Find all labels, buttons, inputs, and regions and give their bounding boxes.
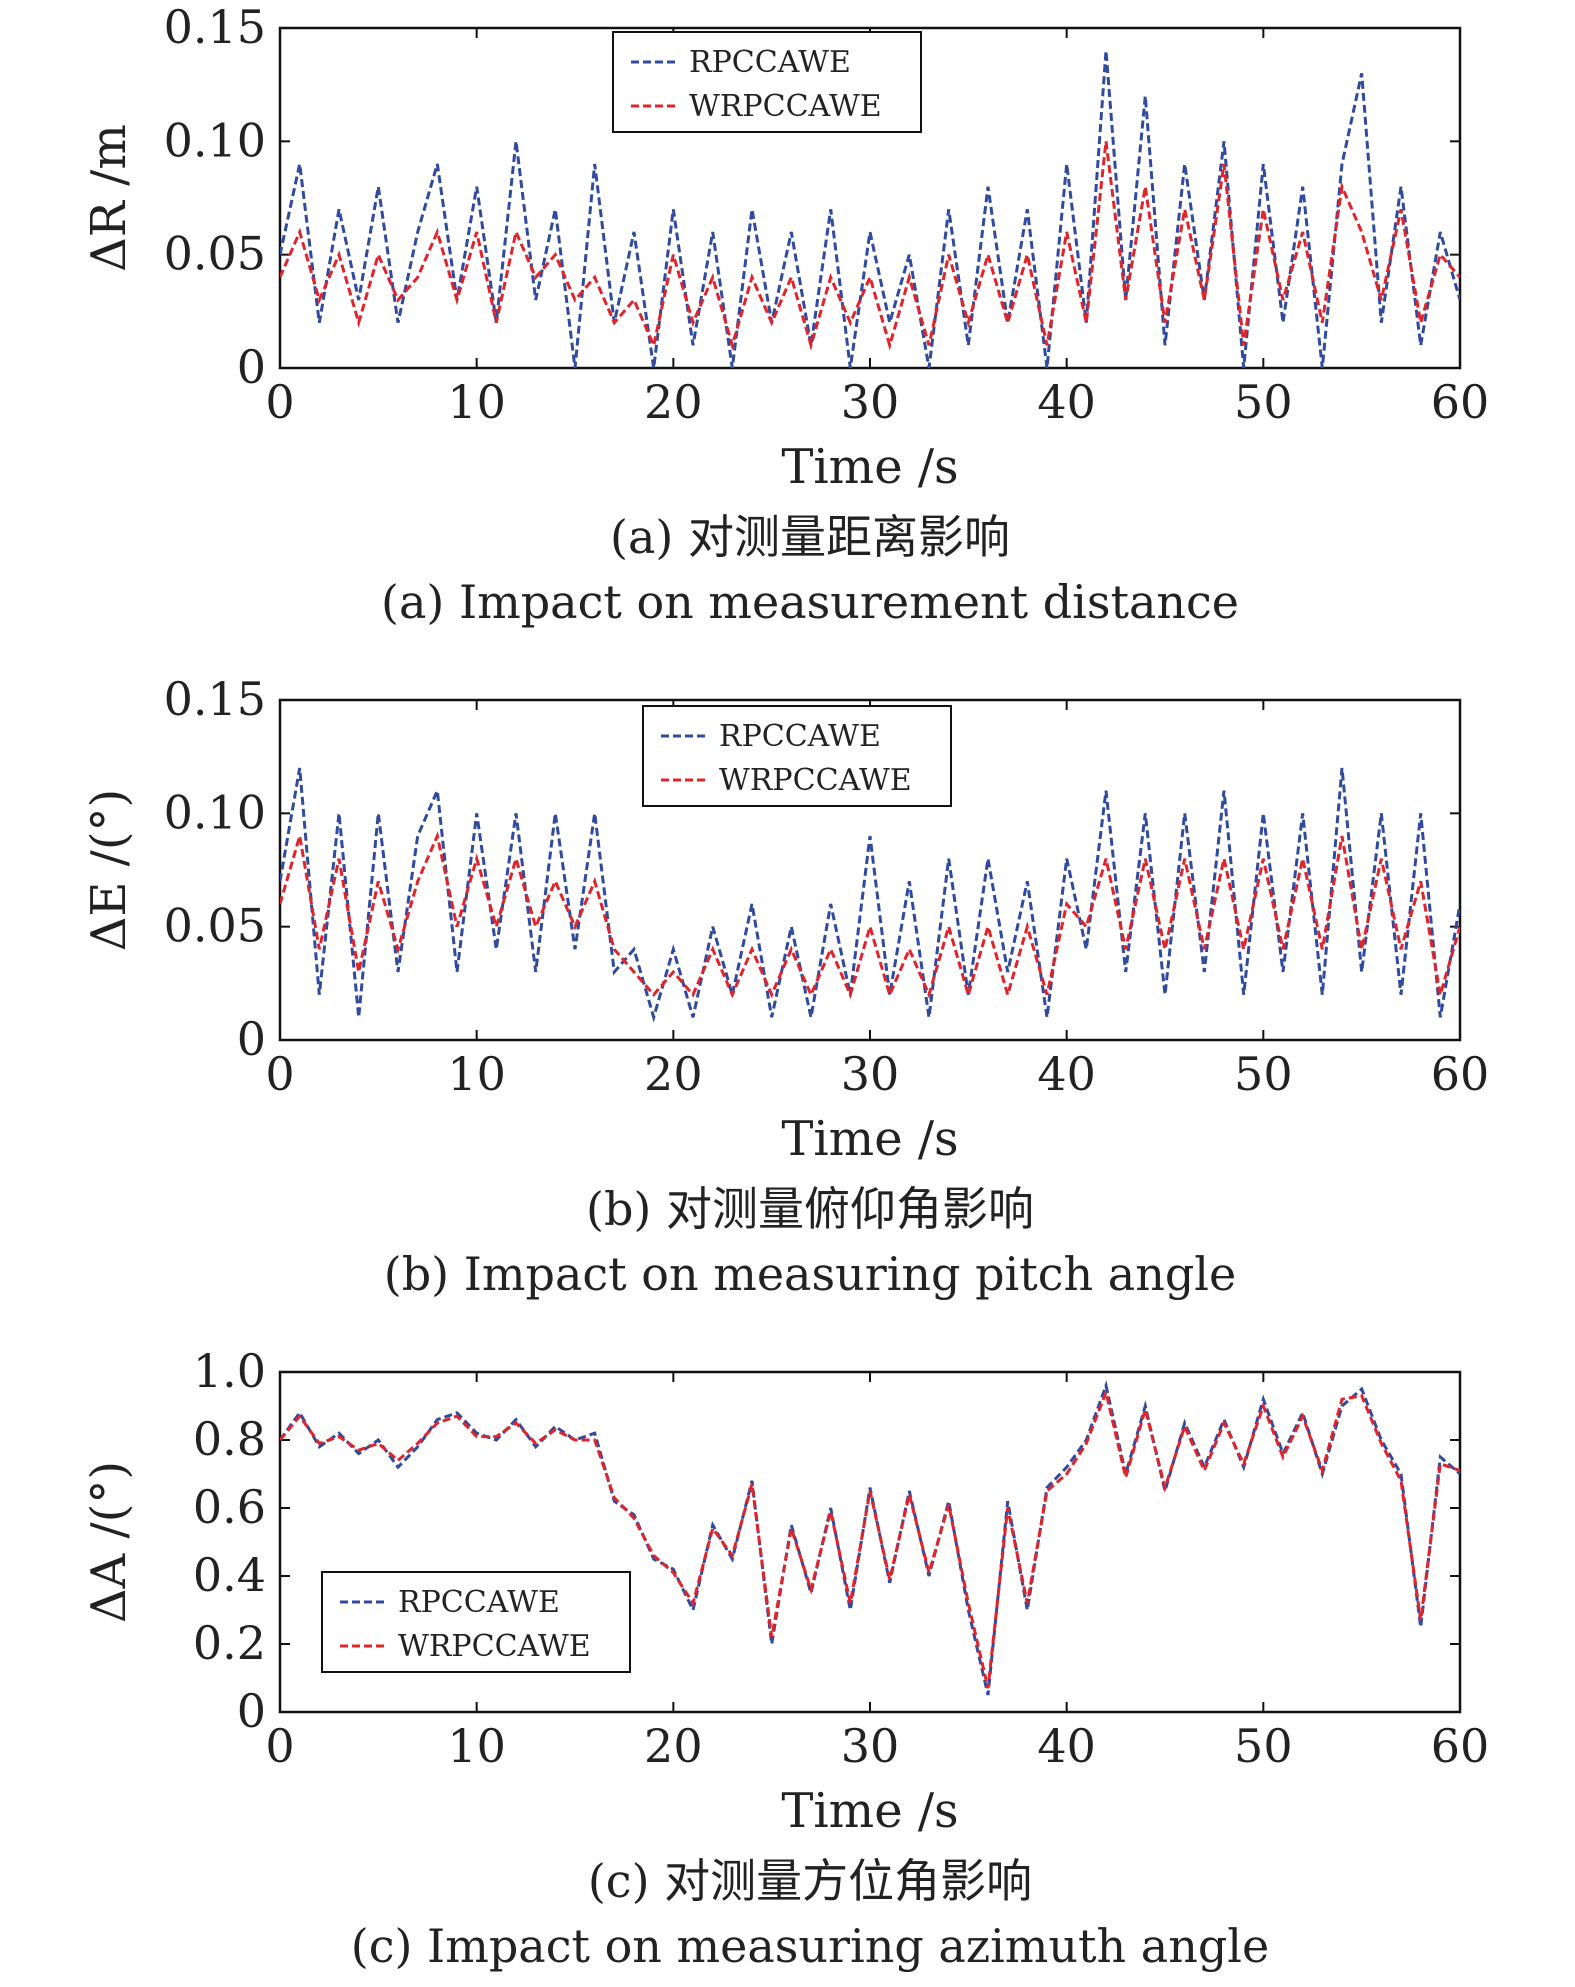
x-tick-label: 40 (1037, 1047, 1096, 1101)
series-line-wrpccawe (280, 141, 1460, 351)
panel-b: 0 10 20 30 40 50 60 0 0.05 0.10 0.15 ΔE /(°) Time /s… (81, 672, 1489, 1301)
legend-label: RPCCAWE (398, 1585, 560, 1620)
caption-cn: (a) 对测量距离影响 (610, 510, 1010, 564)
x-tick-label: 20 (644, 1047, 703, 1101)
y-tick-label: 0 (237, 1012, 266, 1066)
caption-en: (a) Impact on measurement distance (381, 575, 1239, 629)
legend: RPCCAWE WRPCCAWE (321, 1571, 631, 1673)
panel-a: 0 10 20 30 40 50 60 0 0.05 0.10 0.15 ΔR /m Time /s (a… (81, 0, 1489, 629)
x-axis-label: Time /s (781, 1111, 958, 1167)
x-tick-label: 40 (1037, 1719, 1096, 1773)
legend: RPCCAWE WRPCCAWE (612, 31, 922, 133)
x-tick-label: 10 (447, 1047, 506, 1101)
x-tick-label: 50 (1234, 1047, 1293, 1101)
x-tick-label: 0 (265, 1047, 294, 1101)
x-tick-label: 30 (841, 1047, 900, 1101)
legend-label: RPCCAWE (689, 45, 851, 80)
x-tick-label: 40 (1037, 375, 1096, 429)
series-line-wrpccawe (280, 1387, 1460, 1689)
x-tick-label: 20 (644, 375, 703, 429)
y-tick-label: 0.10 (164, 785, 266, 839)
x-tick-label: 20 (644, 1719, 703, 1773)
x-tick-label: 30 (841, 375, 900, 429)
caption-cn: (c) 对测量方位角影响 (588, 1854, 1032, 1908)
y-tick-label: 0.8 (193, 1412, 266, 1466)
panel-c: 0 10 20 30 40 50 60 0 0.2 0.4 0.6 0.8 1.0 ΔA /(°) Time… (81, 1344, 1489, 1973)
caption-cn: (b) 对测量俯仰角影响 (586, 1182, 1034, 1236)
x-tick-label: 50 (1234, 375, 1293, 429)
x-axis-label: Time /s (781, 439, 958, 495)
legend-box (612, 31, 922, 133)
y-tick-label: 0.15 (164, 672, 266, 726)
x-tick-label: 10 (447, 1719, 506, 1773)
legend-label: WRPCCAWE (689, 89, 882, 124)
series-line-wrpccawe (280, 831, 1460, 1001)
caption-en: (b) Impact on measuring pitch angle (384, 1247, 1236, 1301)
series-line-rpccawe (280, 50, 1460, 368)
y-tick-label: 0.2 (193, 1616, 266, 1670)
y-tick-label: 0.05 (164, 227, 266, 281)
y-tick-label: 0.15 (164, 0, 266, 54)
y-tick-label: 0 (237, 1684, 266, 1738)
legend-label: RPCCAWE (719, 719, 881, 754)
y-axis-label: ΔR /m (81, 124, 137, 272)
y-tick-label: 0.4 (193, 1548, 266, 1602)
series-line-rpccawe (280, 767, 1460, 1023)
legend-label: WRPCCAWE (719, 763, 912, 798)
x-tick-label: 0 (265, 375, 294, 429)
x-tick-label: 60 (1431, 1719, 1490, 1773)
legend: RPCCAWE WRPCCAWE (642, 705, 952, 807)
legend-box (642, 705, 952, 807)
y-tick-label: 0.05 (164, 899, 266, 953)
series-line-rpccawe (280, 1380, 1460, 1696)
x-axis-label: Time /s (781, 1783, 958, 1839)
legend-box (321, 1571, 631, 1673)
x-tick-label: 0 (265, 1719, 294, 1773)
x-tick-label: 60 (1431, 375, 1490, 429)
y-tick-label: 1.0 (193, 1344, 266, 1398)
y-axis-label: ΔE /(°) (81, 789, 137, 952)
x-tick-label: 50 (1234, 1719, 1293, 1773)
legend-label: WRPCCAWE (398, 1629, 591, 1664)
y-tick-label: 0 (237, 340, 266, 394)
x-tick-label: 30 (841, 1719, 900, 1773)
y-tick-label: 0.10 (164, 113, 266, 167)
x-tick-label: 60 (1431, 1047, 1490, 1101)
x-tick-label: 10 (447, 375, 506, 429)
caption-en: (c) Impact on measuring azimuth angle (351, 1919, 1269, 1973)
y-axis-label: ΔA /(°) (81, 1461, 137, 1623)
y-tick-label: 0.6 (193, 1480, 266, 1534)
